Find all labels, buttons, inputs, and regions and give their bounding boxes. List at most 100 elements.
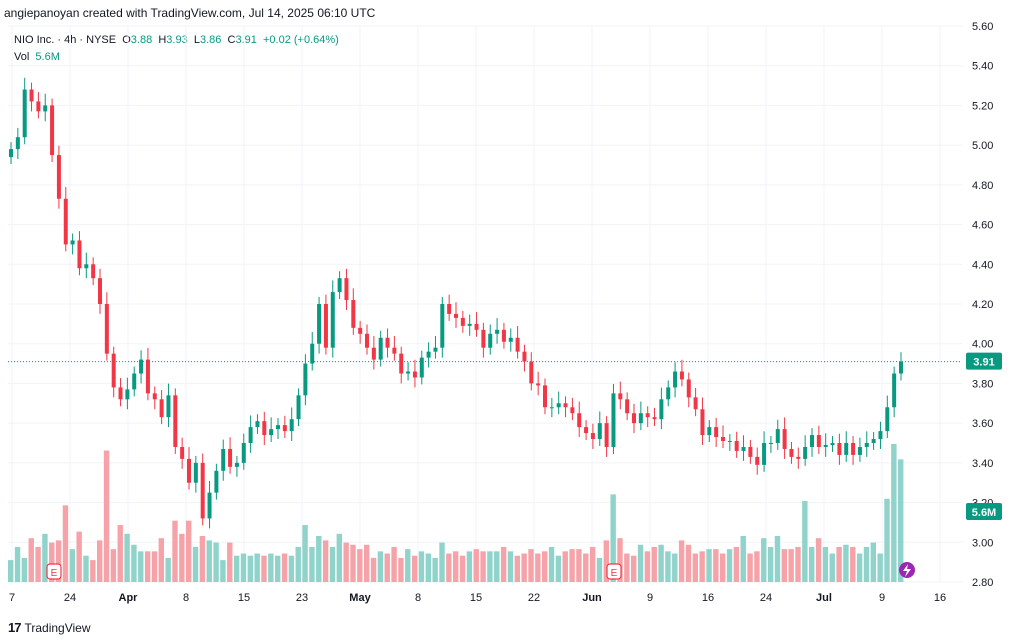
- volume-bar: [747, 553, 753, 582]
- volume-bar: [295, 546, 301, 582]
- close-value: 3.91: [235, 34, 257, 46]
- low-value: 3.86: [199, 34, 222, 46]
- volume-bar: [213, 542, 219, 582]
- candle-body: [296, 395, 301, 420]
- low-label: L: [193, 34, 200, 46]
- candle-body: [871, 439, 876, 443]
- last-price-tag: [966, 352, 1002, 370]
- candle-body: [775, 429, 780, 443]
- volume-bar: [110, 549, 117, 582]
- tradingview-brand[interactable]: 17 TradingView: [8, 620, 91, 635]
- volume-bar: [713, 549, 719, 582]
- candle-body: [145, 359, 150, 394]
- candle-body: [508, 337, 513, 342]
- candle-body: [851, 443, 856, 455]
- x-tick-label: 8: [183, 592, 189, 604]
- volume-bar: [815, 538, 822, 582]
- candle-body: [371, 347, 376, 360]
- candle-body: [501, 329, 506, 342]
- volume-bar: [343, 542, 349, 582]
- candle-body: [289, 419, 294, 432]
- volume-bar: [281, 553, 288, 582]
- candle-body: [632, 413, 636, 424]
- volume-bar: [144, 551, 151, 582]
- ohlc-legend: NIO Inc. · 4h · NYSE O3.88 H3.93 L3.86 C…: [14, 34, 339, 46]
- candle-body: [878, 431, 883, 440]
- candle-body: [70, 240, 75, 245]
- volume-label[interactable]: Vol: [14, 51, 30, 63]
- volume-bar: [459, 555, 466, 582]
- volume-bar: [179, 533, 185, 582]
- candle-body: [104, 304, 109, 354]
- y-tick-label: 3.00: [972, 537, 993, 549]
- volume-bar: [651, 546, 657, 582]
- y-tick-label: 4.60: [972, 220, 993, 232]
- candle-body: [693, 397, 698, 410]
- candle-body: [727, 441, 732, 443]
- candle-body: [666, 387, 671, 400]
- candle-body: [159, 399, 164, 418]
- candle-body: [755, 456, 760, 465]
- candle-body: [262, 421, 267, 436]
- volume-bar: [589, 546, 596, 582]
- volume-bar: [850, 546, 856, 582]
- change-value: +0.02 (+0.64%): [263, 34, 339, 46]
- candle-body: [214, 470, 219, 493]
- volume-bar: [21, 557, 28, 582]
- x-tick-label: 24: [760, 592, 772, 604]
- candle-body: [433, 347, 438, 352]
- candle-body: [673, 371, 678, 388]
- symbol-label[interactable]: NIO Inc. · 4h · NYSE: [14, 34, 117, 46]
- volume-bar: [542, 551, 548, 582]
- volume-bar: [487, 551, 493, 582]
- volume-bar: [685, 544, 692, 582]
- volume-bar: [856, 553, 863, 582]
- candle-body: [56, 155, 61, 199]
- candle-body: [645, 413, 650, 418]
- volume-bar: [740, 536, 746, 582]
- candle-body: [844, 443, 849, 455]
- candle-body: [132, 373, 137, 390]
- candle-body: [43, 105, 48, 112]
- tradingview-logo-icon: 17: [8, 620, 22, 635]
- volume-bar: [603, 540, 610, 582]
- candle-body: [152, 393, 157, 400]
- volume-bar: [678, 540, 685, 582]
- candle-body: [125, 389, 130, 400]
- candle-body: [707, 427, 712, 436]
- candle-body: [317, 304, 322, 344]
- volume-bar: [453, 551, 459, 582]
- volume-bar: [151, 551, 158, 582]
- volume-bar: [90, 560, 96, 582]
- candle-body: [714, 427, 719, 438]
- volume-bar: [8, 560, 14, 582]
- volume-bar: [665, 551, 671, 582]
- volume-bar: [788, 549, 794, 582]
- candle-body: [392, 347, 397, 354]
- y-tick-label: 5.00: [972, 140, 993, 152]
- candle-body: [679, 371, 684, 380]
- candle-body: [721, 437, 725, 442]
- volume-bar: [69, 549, 76, 582]
- candle-body: [440, 304, 445, 348]
- volume-bar: [418, 551, 425, 582]
- volume-bar: [767, 546, 774, 582]
- volume-bar: [316, 536, 322, 582]
- volume-bar: [405, 549, 411, 582]
- candle-body: [234, 462, 239, 467]
- volume-bar: [891, 444, 897, 582]
- candle-body: [29, 89, 34, 102]
- candle-body: [193, 462, 198, 483]
- candle-body: [570, 407, 575, 414]
- volume-bar: [555, 555, 562, 582]
- high-value: 3.93: [166, 34, 188, 46]
- candle-body: [207, 492, 212, 519]
- volume-bar: [761, 538, 767, 582]
- candle-body: [406, 371, 411, 374]
- candle-body: [9, 149, 13, 158]
- volume-bar: [240, 553, 247, 582]
- volume-bar: [227, 542, 233, 582]
- x-tick-label: 8: [415, 592, 421, 604]
- candle-body: [638, 413, 643, 424]
